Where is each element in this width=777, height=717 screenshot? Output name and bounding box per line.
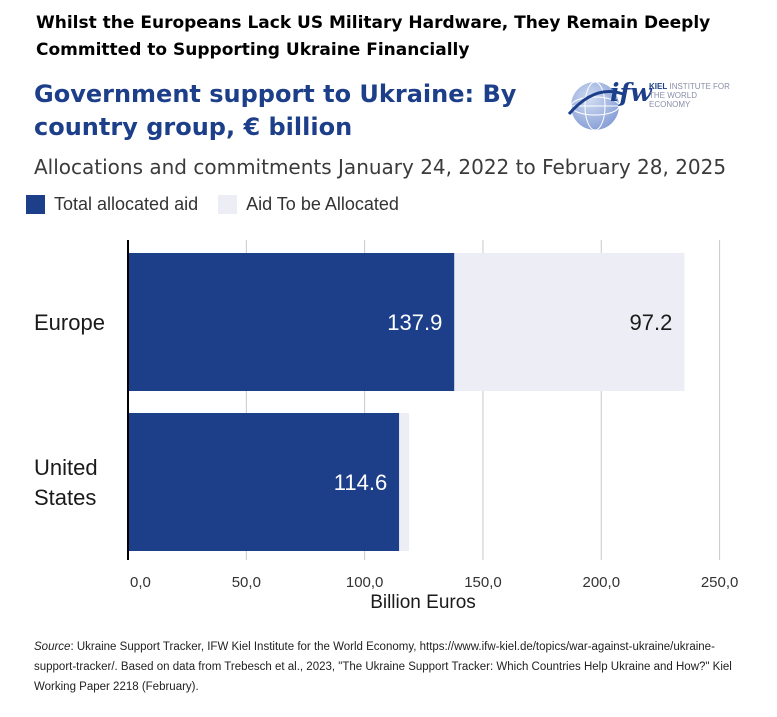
legend: Total allocated aid Aid To be Allocated — [26, 194, 419, 215]
logo-line3: THE WORLD ECONOMY — [649, 91, 697, 109]
chart-subtitle: Allocations and commitments January 24, … — [34, 155, 727, 179]
tick-label-150: 150,0 — [464, 574, 502, 591]
data-label-allocated-1: 114.6 — [334, 470, 387, 495]
category-label-1-0: United — [34, 455, 98, 480]
tick-label-250: 250,0 — [701, 574, 739, 591]
legend-item-to-be-allocated: Aid To be Allocated — [218, 194, 399, 215]
bar-chart: 137.9 97.2 Europe 114.6 United States 0,0 50,0 1… — [34, 240, 739, 613]
tick-label-100: 100,0 — [346, 574, 384, 591]
chart-title: Government support to Ukraine: By countr… — [34, 80, 517, 141]
category-label-1-1: States — [34, 485, 96, 510]
bar-allocated-0 — [128, 253, 455, 391]
x-axis-label: Billion Euros — [370, 592, 476, 613]
category-label-0-0: Europe — [34, 310, 105, 335]
bar-to-be-allocated-1 — [399, 413, 410, 551]
logo-text: KIEL INSTITUTE FOR THE WORLD ECONOMY — [649, 82, 739, 109]
legend-swatch-allocated — [26, 195, 45, 214]
legend-item-allocated: Total allocated aid — [26, 194, 198, 215]
legend-label-allocated: Total allocated aid — [54, 194, 199, 214]
data-label-to-be-allocated-0: 97.2 — [630, 310, 673, 335]
legend-swatch-to-be-allocated — [218, 195, 238, 214]
tick-label-0: 0,0 — [130, 574, 151, 591]
bar-allocated-1 — [128, 413, 400, 551]
logo-line1: KIEL — [649, 82, 668, 91]
source-label: Source — [34, 641, 71, 653]
logo-mark: ifw — [610, 78, 652, 107]
bar-to-be-allocated-0 — [454, 253, 685, 391]
tick-label-50: 50,0 — [232, 574, 261, 591]
source-text: : Ukraine Support Tracker, IFW Kiel Inst… — [34, 641, 732, 693]
data-label-allocated-0: 137.9 — [387, 310, 442, 335]
legend-label-to-be-allocated: Aid To be Allocated — [246, 194, 399, 214]
source-note: Source: Ukraine Support Tracker, IFW Kie… — [34, 637, 754, 697]
globe-icon — [567, 81, 624, 131]
logo-line2: INSTITUTE FOR — [669, 82, 730, 91]
headline: Whilst the Europeans Lack US Military Ha… — [36, 13, 711, 60]
ifw-kiel-logo: ifw KIEL INSTITUTE FOR THE WORLD ECONOMY — [565, 74, 740, 136]
tick-label-200: 200,0 — [583, 574, 621, 591]
